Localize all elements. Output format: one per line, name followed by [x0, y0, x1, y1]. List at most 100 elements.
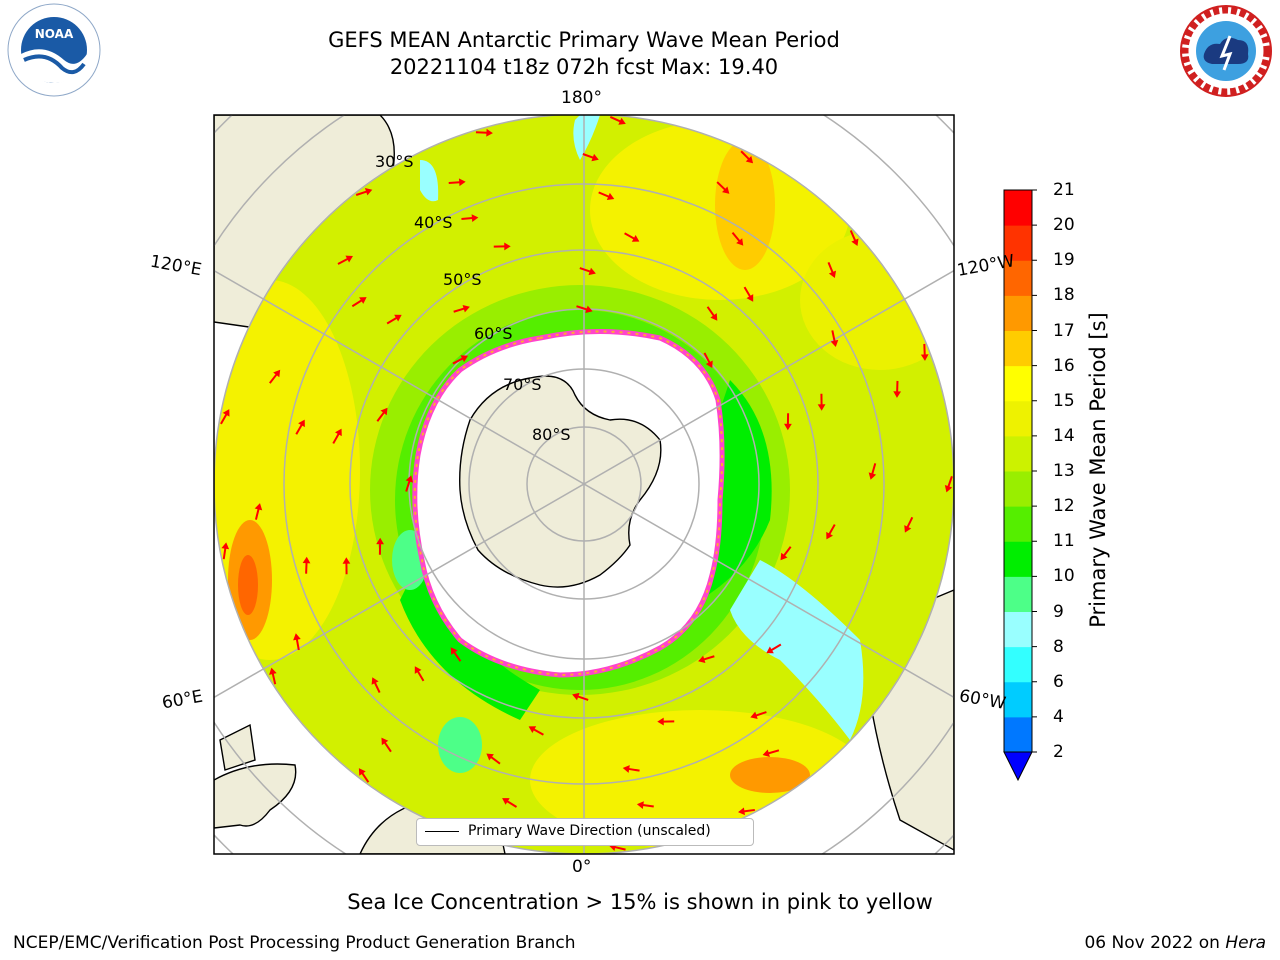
wave-arrow-shaft — [461, 217, 473, 220]
credit-date: 06 Nov 2022 on Hera — [1084, 933, 1266, 953]
wave-arrow-shaft — [295, 638, 300, 651]
colorbar-tick-label: 13 — [1053, 461, 1075, 481]
colorbar-segment — [1004, 225, 1032, 261]
wave-arrow-head — [636, 801, 644, 809]
wave-arrow-shaft — [220, 413, 228, 425]
wave-arrow-shaft — [376, 411, 385, 422]
wave-arrow-shaft — [614, 846, 626, 851]
wave-arrow-head — [394, 314, 402, 322]
wave-arrow-shaft — [703, 352, 711, 364]
colorbar-segment — [1004, 330, 1032, 367]
colorbar-segment — [1004, 611, 1032, 648]
colorbar-tick-label: 9 — [1053, 601, 1064, 622]
lat-label-70s: 70°S — [503, 375, 542, 394]
wave-arrow-head — [504, 242, 511, 251]
wave-arrow-head — [631, 235, 640, 242]
wave-arrow-shaft — [642, 804, 654, 808]
wave-arrow-shaft — [743, 286, 751, 298]
colorbar-segment — [1004, 681, 1032, 718]
wave-arrow-shaft — [452, 357, 464, 365]
wave-arrow-head — [893, 391, 902, 398]
wave-arrow-shaft — [743, 808, 755, 813]
wave-arrow-head — [585, 305, 593, 314]
wave-arrow-shaft — [475, 131, 487, 134]
lat-label-30s: 30°S — [375, 152, 414, 171]
wave-arrow-head — [342, 557, 351, 564]
wave-arrow-shaft — [598, 191, 610, 198]
colorbar-tick-label: 16 — [1053, 355, 1075, 376]
wave-arrow-head — [745, 155, 754, 164]
wave-arrow-shaft — [295, 424, 303, 435]
wave-arrow-head — [376, 537, 384, 545]
colorbar-segment — [1004, 576, 1032, 612]
map-frame — [213, 114, 955, 855]
wave-arrow-head — [221, 542, 230, 550]
wave-arrow-head — [780, 552, 788, 561]
wave-arrow-shaft — [222, 548, 227, 560]
credit-machine: Hera — [1225, 933, 1266, 953]
colorbar-label: Primary Wave Mean Period [s] — [1086, 312, 1110, 628]
wave-arrow-head — [868, 472, 877, 480]
wave-arrow-head — [618, 117, 626, 125]
wave-arrow-shaft — [448, 181, 460, 185]
credit-branch: NCEP/EMC/Verification Post Processing Pr… — [13, 933, 576, 953]
wave-arrow-head — [746, 294, 754, 302]
wave-arrow-shaft — [783, 546, 792, 557]
wave-arrow-head — [944, 485, 953, 493]
wave-arrow-shaft — [269, 373, 278, 384]
noaa-logo-text: NOAA — [35, 27, 74, 41]
colorbar-tick-label: 2 — [1053, 742, 1064, 762]
colorbar-extend-triangle — [1003, 751, 1033, 782]
colorbar-segment — [1004, 365, 1032, 402]
lon-label-0: 0° — [572, 857, 592, 877]
colorbar-tick-label: 8 — [1053, 636, 1064, 657]
wave-arrow-head — [588, 267, 596, 276]
wave-arrow-shaft — [386, 317, 398, 325]
wave-arrow-head — [405, 475, 414, 483]
wave-arrow-head — [486, 753, 494, 761]
colorbar-tick-label: 12 — [1053, 496, 1075, 517]
wave-arrow-shaft — [337, 257, 349, 265]
wave-arrow-head — [591, 153, 599, 162]
wave-arrow-head — [750, 711, 758, 720]
wave-arrow-head — [359, 297, 367, 304]
colorbar-tick-label: 19 — [1053, 250, 1075, 271]
wave-arrow-head — [572, 692, 580, 701]
wave-arrow-shaft — [582, 153, 594, 159]
lat-label-40s: 40°S — [414, 213, 453, 232]
wave-arrow-head — [254, 503, 263, 511]
wave-arrow-shaft — [755, 711, 767, 717]
wave-arrow-head — [828, 270, 837, 279]
wave-arrow-head — [622, 765, 630, 773]
wave-arrow-shaft — [417, 670, 425, 682]
wave-arrow-head — [293, 633, 301, 641]
wave-arrow-head — [738, 807, 745, 816]
wave-arrow-shaft — [506, 800, 518, 808]
colorbar — [1003, 189, 1037, 782]
wave-arrow-head — [606, 192, 615, 201]
colorbar-segment — [1004, 435, 1032, 472]
wave-arrow-shaft — [577, 695, 589, 701]
lat-label-80s: 80°S — [532, 425, 571, 444]
colorbar-tick-label: 11 — [1053, 531, 1075, 552]
colorbar-segment — [1004, 541, 1032, 577]
wave-arrow-head — [414, 666, 422, 674]
wave-arrow-head — [502, 798, 510, 805]
colorbar-tick-label: 10 — [1053, 566, 1075, 587]
colorbar-segment — [1004, 295, 1032, 331]
wave-arrow-head — [371, 677, 379, 685]
chart-subtitle: 20221104 t18z 072h fcst Max: 19.40 — [389, 55, 779, 79]
wave-arrow-shaft — [332, 433, 340, 444]
wave-arrow-head — [462, 304, 470, 313]
wave-arrow-head — [364, 188, 373, 196]
colorbar-segment — [1004, 260, 1032, 296]
wave-arrow-head — [851, 238, 859, 247]
wave-arrow-head — [380, 407, 388, 416]
wave-arrow-head — [458, 178, 466, 187]
chart-title: GEFS MEAN Antarctic Primary Wave Mean Pe… — [328, 28, 840, 52]
map-legend: Primary Wave Direction (unscaled) — [416, 818, 754, 846]
wave-arrow-head — [784, 423, 792, 431]
colorbar-tick-label: 17 — [1053, 320, 1075, 341]
wave-arrow-head — [920, 354, 929, 361]
